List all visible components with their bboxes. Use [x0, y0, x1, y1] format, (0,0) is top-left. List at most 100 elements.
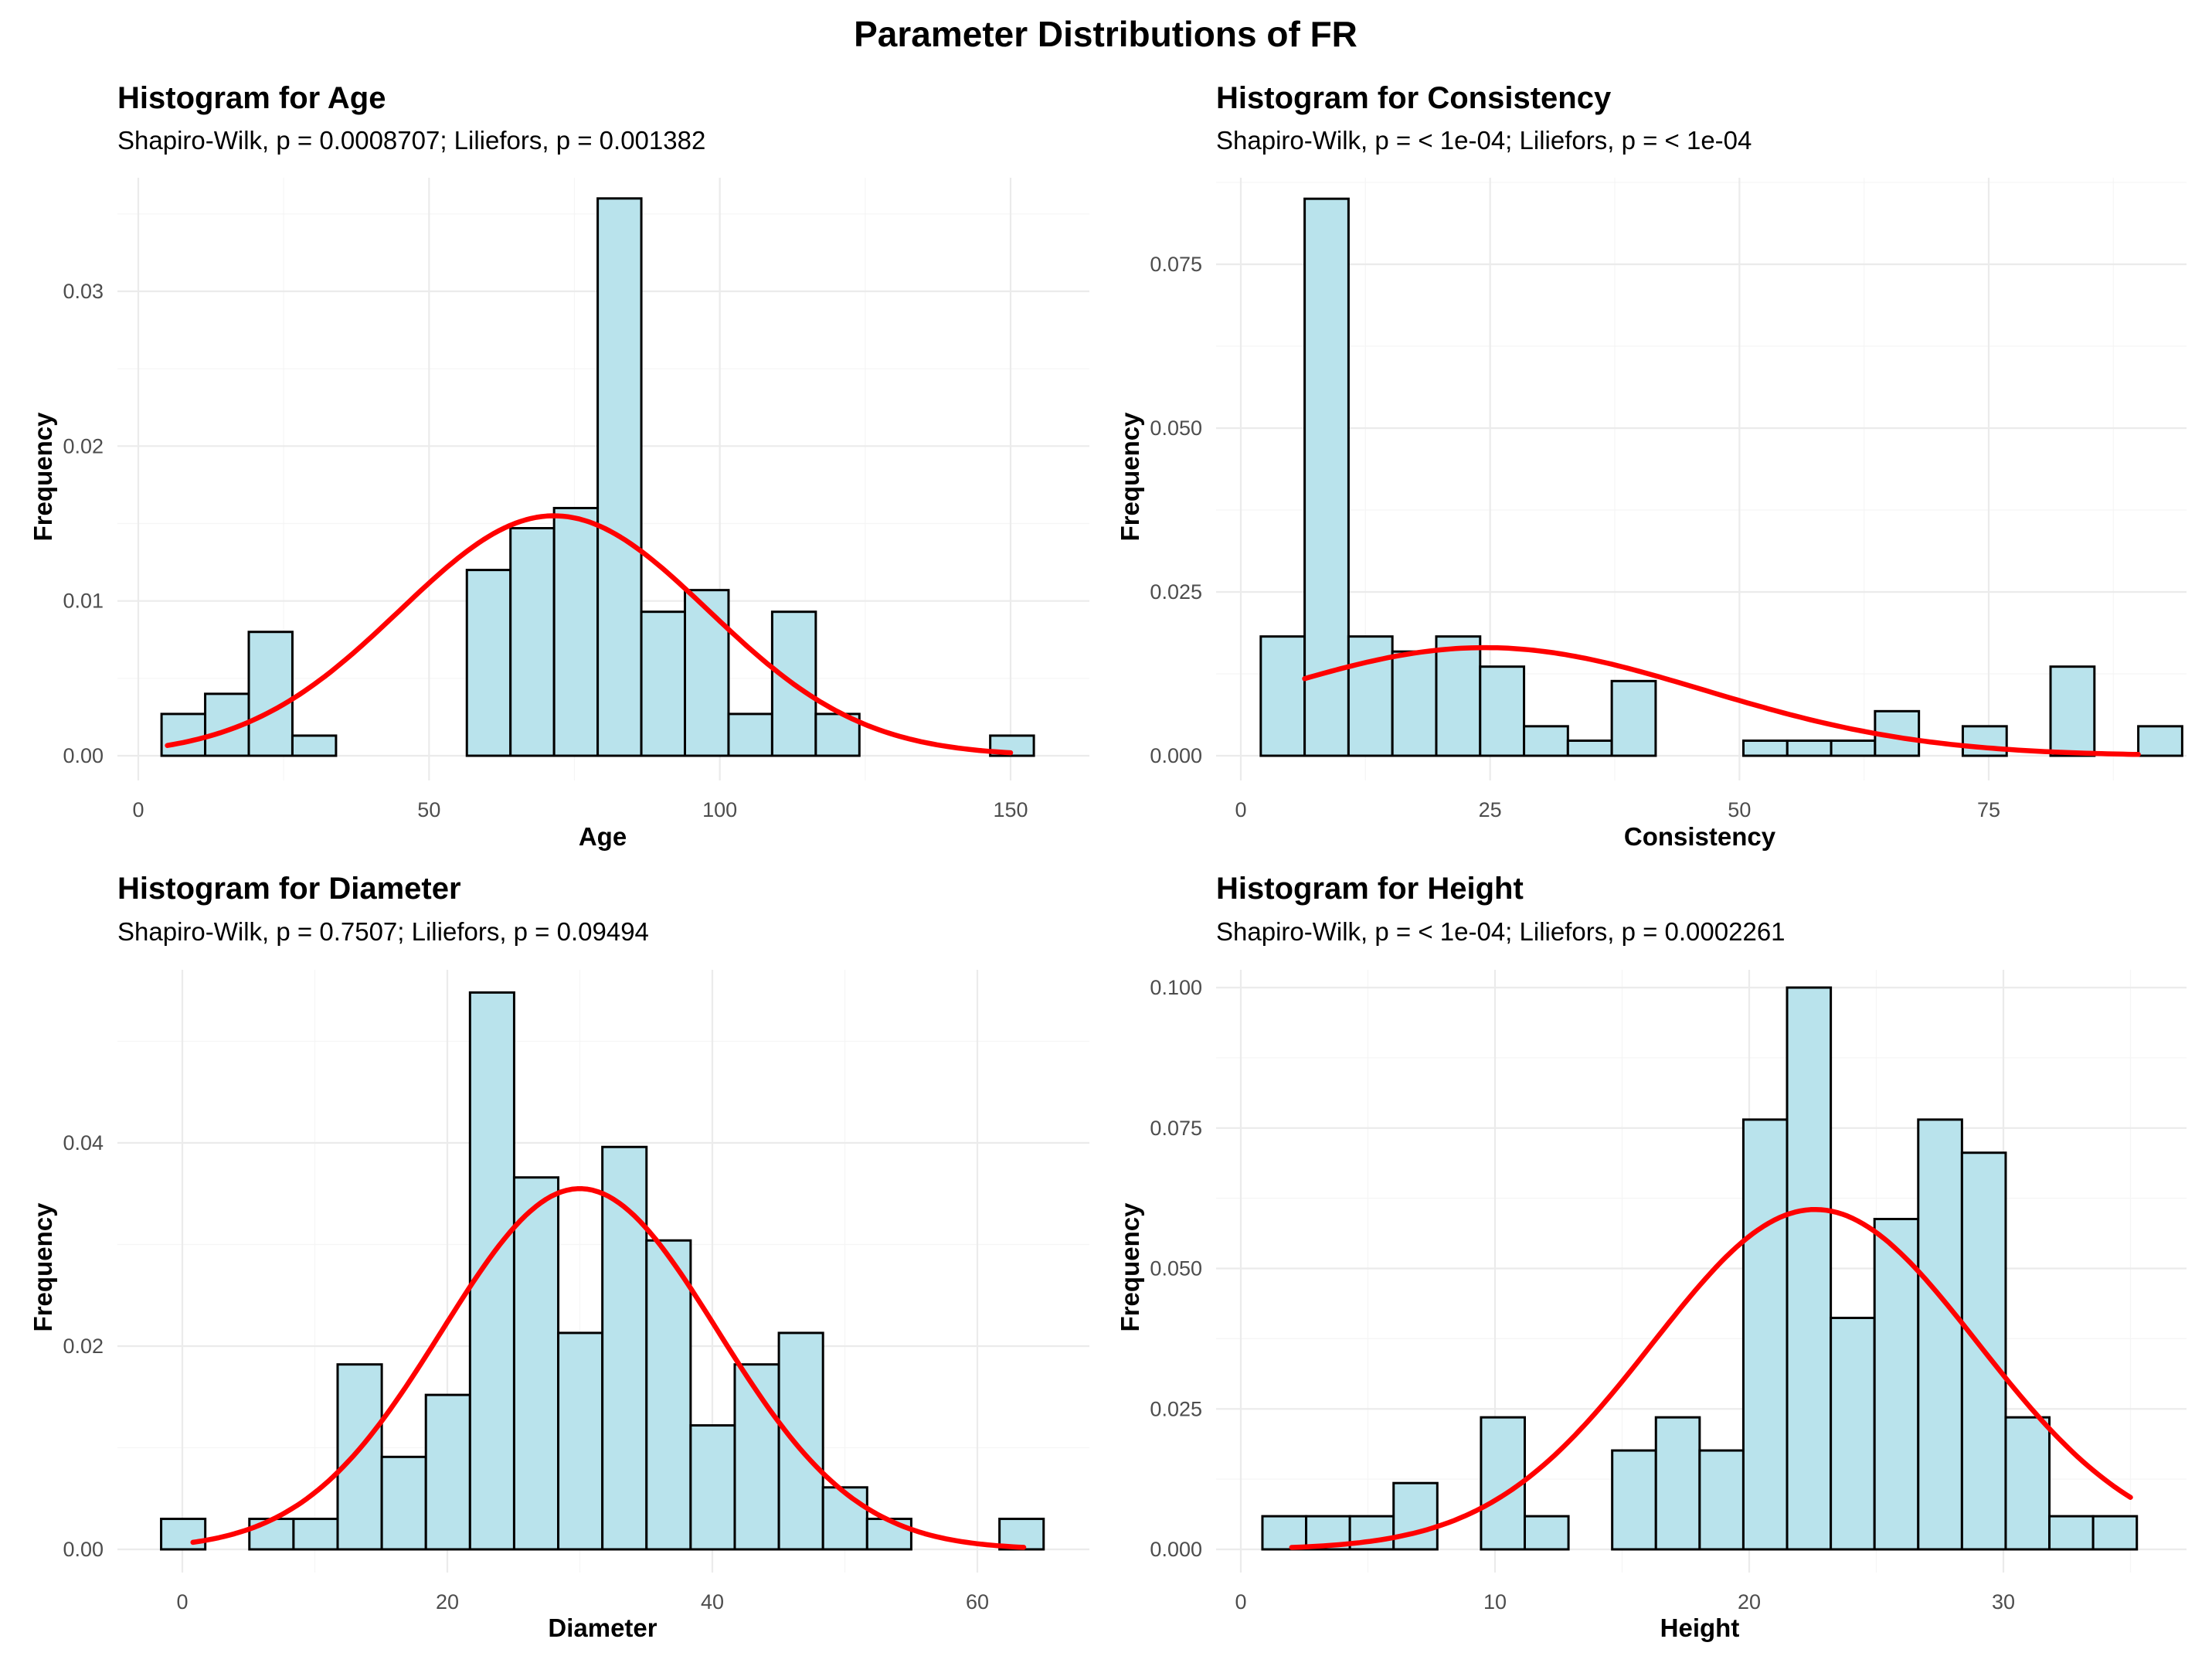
- y-tick-label: 0.050: [1150, 417, 1202, 440]
- histogram-bar: [512, 1176, 560, 1551]
- histogram-bar: [465, 569, 512, 757]
- histogram-bar: [1566, 739, 1613, 757]
- histogram-bar: [1786, 986, 1833, 1551]
- x-tick-label: 60: [966, 1590, 989, 1613]
- histogram-bar: [777, 1331, 824, 1551]
- panel-diameter-histogram: Histogram for Diameter Shapiro-Wilk, p =…: [29, 872, 1089, 1642]
- y-tick-label: 0.075: [1150, 1117, 1202, 1140]
- density-curve-group: [190, 1186, 1027, 1550]
- y-tick-label: 0.025: [1150, 580, 1202, 604]
- panel-title: Histogram for Age: [117, 81, 386, 115]
- histogram-bar: [865, 1518, 912, 1551]
- x-axis-label: Age: [579, 822, 627, 851]
- x-tick-label: 0: [176, 1590, 188, 1613]
- histogram-bars: [160, 991, 1045, 1551]
- histogram-bar: [424, 1393, 471, 1551]
- y-axis-label: Frequency: [29, 412, 57, 542]
- histogram-bar: [727, 712, 773, 757]
- histogram-bars: [1259, 197, 2183, 757]
- histogram-bar: [1917, 1118, 1963, 1551]
- y-tick-label: 0.100: [1150, 976, 1202, 999]
- histogram-bar: [1610, 679, 1657, 757]
- histogram-bar: [684, 589, 730, 757]
- histogram-bar: [468, 991, 515, 1551]
- histogram-bar: [601, 1145, 648, 1551]
- histogram-bars: [160, 197, 1035, 757]
- x-axis-label: Diameter: [548, 1613, 657, 1642]
- x-tick-label: 100: [702, 798, 737, 821]
- histogram-bar: [248, 1518, 295, 1551]
- histogram-bar: [1523, 725, 1569, 757]
- density-curve: [1302, 644, 2141, 757]
- histogram-bar: [2091, 1515, 2139, 1551]
- histogram-bar: [552, 506, 600, 757]
- histogram-bar: [2049, 665, 2096, 757]
- histogram-bar: [1435, 635, 1482, 757]
- axis-ticks: 0 20 40 60 0.00 0.02 0.04: [63, 1131, 989, 1613]
- y-tick-label: 0.000: [1150, 1538, 1202, 1561]
- y-tick-label: 0.00: [63, 1538, 104, 1561]
- axis-ticks: 0 50 100 150 0.00 0.01 0.02 0.03: [63, 280, 1028, 821]
- histogram-bar: [2137, 725, 2183, 757]
- x-tick-label: 20: [436, 1590, 459, 1613]
- y-tick-label: 0.025: [1150, 1397, 1202, 1420]
- y-tick-label: 0.01: [63, 590, 104, 613]
- histogram-bar: [291, 734, 338, 757]
- panel-height-histogram: Histogram for Height Shapiro-Wilk, p = <…: [1116, 872, 2187, 1642]
- y-tick-label: 0.02: [63, 434, 104, 457]
- histogram-bar: [1479, 665, 1526, 757]
- histogram-bar: [821, 1486, 868, 1551]
- density-curve-group: [1289, 1206, 2133, 1550]
- histogram-bar: [292, 1518, 339, 1551]
- y-tick-label: 0.02: [63, 1335, 104, 1358]
- panel-subtitle: Shapiro-Wilk, p = 0.0008707; Liliefors, …: [117, 126, 705, 155]
- x-tick-label: 0: [1235, 1590, 1246, 1613]
- axis-ticks: 0 10 20 30 0.000 0.025 0.050 0.075 0.100: [1150, 976, 2015, 1613]
- histogram-bar: [1347, 635, 1394, 757]
- x-tick-label: 50: [417, 798, 440, 821]
- x-tick-label: 20: [1738, 1590, 1761, 1613]
- histogram-bar: [160, 1518, 207, 1551]
- y-tick-label: 0.000: [1150, 744, 1202, 767]
- histogram-bar: [645, 1239, 692, 1551]
- histogram-bar: [160, 712, 207, 757]
- y-tick-label: 0.03: [63, 280, 104, 303]
- panel-age-histogram: Histogram for Age Shapiro-Wilk, p = 0.00…: [29, 81, 1089, 851]
- histogram-bar: [1303, 197, 1350, 757]
- density-curve-group: [1302, 644, 2141, 757]
- axis-ticks: 0 25 50 75 0.000 0.025 0.050 0.075: [1150, 253, 2000, 821]
- y-tick-label: 0.00: [63, 744, 104, 767]
- histogram-bar: [1654, 1416, 1701, 1551]
- histogram-bar: [1741, 1118, 1789, 1551]
- y-tick-label: 0.075: [1150, 253, 1202, 276]
- y-tick-label: 0.050: [1150, 1257, 1202, 1280]
- panel-consistency-histogram: Histogram for Consistency Shapiro-Wilk, …: [1116, 81, 2187, 851]
- histogram-bar: [1830, 739, 1877, 757]
- histogram-bar: [557, 1331, 604, 1551]
- x-axis-label: Consistency: [1624, 822, 1776, 851]
- histogram-bar: [1523, 1515, 1570, 1551]
- panel-title: Histogram for Diameter: [117, 872, 461, 906]
- x-tick-label: 0: [132, 798, 144, 821]
- y-axis-label: Frequency: [29, 1202, 57, 1332]
- panel-title: Histogram for Consistency: [1216, 81, 1612, 115]
- x-tick-label: 50: [1728, 798, 1751, 821]
- panel-subtitle: Shapiro-Wilk, p = < 1e-04; Liliefors, p …: [1216, 917, 1786, 946]
- histogram-bar: [689, 1424, 736, 1551]
- density-curve: [190, 1186, 1027, 1550]
- histogram-bar: [1391, 650, 1438, 757]
- density-curve-group: [165, 513, 1014, 756]
- x-tick-label: 75: [1977, 798, 2000, 821]
- x-axis-label: Height: [1660, 1613, 1740, 1642]
- density-curve: [165, 513, 1014, 756]
- figure-title: Parameter Distributions of FR: [854, 14, 1357, 54]
- x-tick-label: 30: [1992, 1590, 2015, 1613]
- x-tick-label: 10: [1483, 1590, 1507, 1613]
- y-axis-label: Frequency: [1116, 1202, 1144, 1332]
- density-curve: [1289, 1206, 2133, 1550]
- histogram-bar: [1873, 1218, 1920, 1551]
- histogram-bar: [596, 197, 643, 757]
- panel-subtitle: Shapiro-Wilk, p = 0.7507; Liliefors, p =…: [117, 917, 649, 946]
- y-tick-label: 0.04: [63, 1131, 104, 1154]
- histogram-bar: [640, 610, 687, 757]
